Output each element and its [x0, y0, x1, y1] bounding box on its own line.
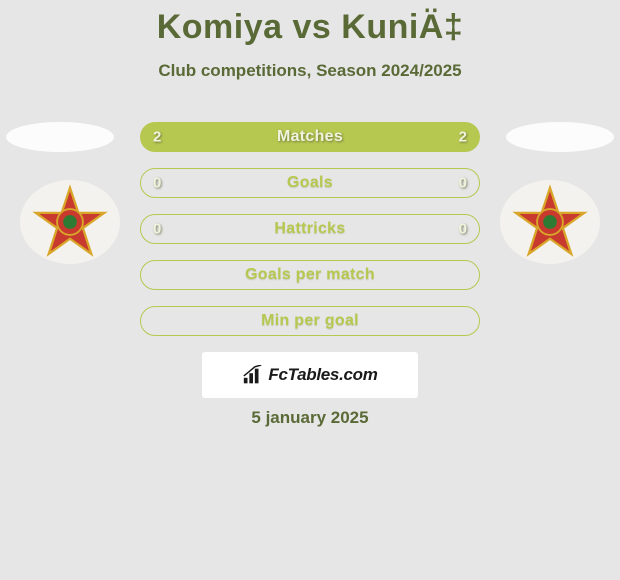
date-label: 5 january 2025 [0, 408, 620, 428]
page-title: Komiya vs KuniÄ‡ [0, 0, 620, 47]
star-badge-icon [512, 184, 588, 260]
stat-value-right: 2 [459, 129, 467, 146]
player-oval-left [6, 122, 114, 152]
stat-value-left: 0 [153, 221, 161, 238]
stat-row-goals-per-match: Goals per match [140, 260, 480, 290]
star-badge-icon [32, 184, 108, 260]
stat-label: Goals per match [245, 266, 375, 284]
stat-label: Matches [277, 128, 343, 146]
page-subtitle: Club competitions, Season 2024/2025 [0, 61, 620, 81]
stat-value-right: 0 [459, 175, 467, 192]
stat-row-hattricks: 0 Hattricks 0 [140, 214, 480, 244]
stat-label: Min per goal [261, 312, 359, 330]
bar-chart-icon [242, 365, 264, 385]
stat-row-min-per-goal: Min per goal [140, 306, 480, 336]
stat-value-right: 0 [459, 221, 467, 238]
club-badge-right [500, 180, 600, 264]
club-badge-left [20, 180, 120, 264]
player-oval-right [506, 122, 614, 152]
brand-box: FcTables.com [202, 352, 418, 398]
brand-text: FcTables.com [268, 365, 377, 385]
stat-label: Hattricks [274, 220, 345, 238]
stat-label: Goals [287, 174, 333, 192]
stats-rows: 2 Matches 2 0 Goals 0 0 Hattricks 0 Goal… [140, 122, 480, 352]
stat-row-matches: 2 Matches 2 [140, 122, 480, 152]
stat-value-left: 2 [153, 129, 161, 146]
stat-value-left: 0 [153, 175, 161, 192]
stat-row-goals: 0 Goals 0 [140, 168, 480, 198]
